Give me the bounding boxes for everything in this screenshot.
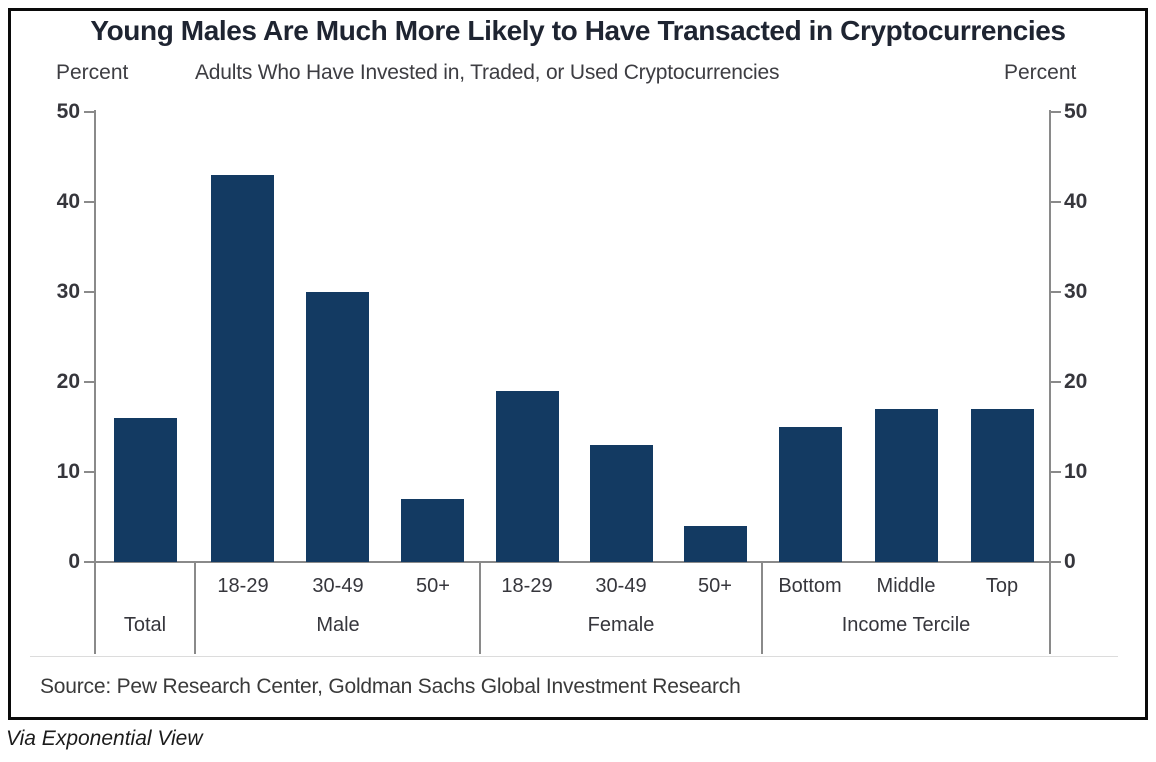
group-divider-1 bbox=[194, 562, 196, 654]
right-axis-unit-label: Percent bbox=[1004, 61, 1077, 84]
y-tick-left-30 bbox=[84, 291, 94, 293]
y-tick-label-right-10: 10 bbox=[1064, 460, 1088, 483]
bar-male-30-49 bbox=[306, 292, 369, 562]
group-divider-4 bbox=[1049, 562, 1051, 654]
left-axis-unit-label: Percent bbox=[56, 61, 129, 84]
bar-male-50 bbox=[401, 499, 464, 562]
y-tick-right-0 bbox=[1051, 561, 1061, 563]
category-label-male-18-29: 18-29 bbox=[217, 575, 269, 597]
y-tick-label-right-0: 0 bbox=[1064, 550, 1076, 573]
category-label-female-30-49: 30-49 bbox=[595, 575, 647, 597]
bar-income-tercile-top bbox=[971, 409, 1034, 562]
group-label-male: Male bbox=[316, 614, 360, 636]
y-tick-label-left-20: 20 bbox=[56, 370, 80, 393]
category-label-income-tercile-middle: Middle bbox=[876, 575, 936, 597]
bar-income-tercile-bottom bbox=[779, 427, 842, 562]
bar-female-50 bbox=[684, 526, 747, 562]
y-tick-label-left-50: 50 bbox=[56, 100, 80, 123]
via-caption: Via Exponential View bbox=[6, 727, 203, 750]
y-tick-left-40 bbox=[84, 201, 94, 203]
left-y-axis bbox=[94, 110, 96, 564]
right-y-axis bbox=[1049, 110, 1051, 564]
chart-frame bbox=[8, 8, 1148, 720]
chart-subtitle: Adults Who Have Invested in, Traded, or … bbox=[195, 61, 780, 84]
y-tick-left-0 bbox=[84, 561, 94, 563]
source-credit: Source: Pew Research Center, Goldman Sac… bbox=[40, 675, 741, 698]
y-tick-label-right-30: 30 bbox=[1064, 280, 1088, 303]
group-divider-0 bbox=[94, 562, 96, 654]
category-label-male-50: 50+ bbox=[416, 575, 450, 597]
category-label-income-tercile-bottom: Bottom bbox=[778, 575, 842, 597]
bar-female-18-29 bbox=[496, 391, 559, 562]
group-label-income-tercile: Income Tercile bbox=[841, 614, 971, 636]
y-tick-left-10 bbox=[84, 471, 94, 473]
y-tick-label-right-50: 50 bbox=[1064, 100, 1088, 123]
y-tick-label-left-0: 0 bbox=[68, 550, 80, 573]
y-tick-label-right-20: 20 bbox=[1064, 370, 1088, 393]
category-label-female-18-29: 18-29 bbox=[501, 575, 553, 597]
bar-total bbox=[114, 418, 177, 562]
y-tick-left-50 bbox=[84, 111, 94, 113]
y-tick-left-20 bbox=[84, 381, 94, 383]
bar-income-tercile-middle bbox=[875, 409, 938, 562]
y-tick-right-50 bbox=[1051, 111, 1061, 113]
bar-male-18-29 bbox=[211, 175, 274, 562]
group-divider-3 bbox=[761, 562, 763, 654]
category-label-male-30-49: 30-49 bbox=[312, 575, 364, 597]
category-label-income-tercile-top: Top bbox=[985, 575, 1019, 597]
group-divider-2 bbox=[479, 562, 481, 654]
y-tick-right-40 bbox=[1051, 201, 1061, 203]
group-label-total: Total bbox=[123, 614, 167, 636]
source-divider-rule bbox=[30, 656, 1118, 657]
y-tick-right-30 bbox=[1051, 291, 1061, 293]
y-tick-label-left-40: 40 bbox=[56, 190, 80, 213]
group-label-female: Female bbox=[587, 614, 655, 636]
bar-female-30-49 bbox=[590, 445, 653, 562]
y-tick-label-right-40: 40 bbox=[1064, 190, 1088, 213]
y-tick-right-10 bbox=[1051, 471, 1061, 473]
x-axis-baseline bbox=[84, 561, 1061, 563]
y-tick-label-left-10: 10 bbox=[56, 460, 80, 483]
category-label-female-50: 50+ bbox=[698, 575, 732, 597]
y-tick-label-left-30: 30 bbox=[56, 280, 80, 303]
y-tick-right-20 bbox=[1051, 381, 1061, 383]
chart-title: Young Males Are Much More Likely to Have… bbox=[90, 15, 1066, 46]
